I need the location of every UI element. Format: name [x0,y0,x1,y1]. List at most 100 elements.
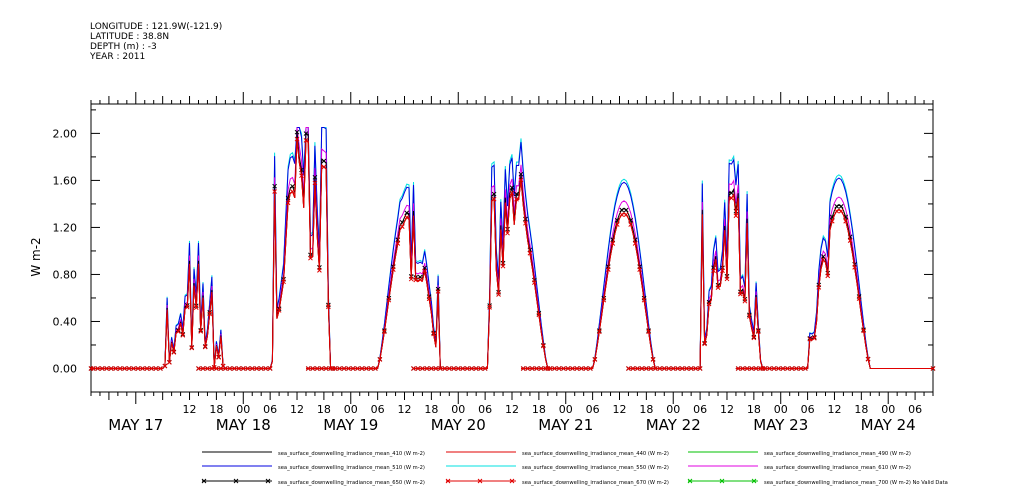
data-point-marker [435,289,441,294]
data-point-marker [527,250,533,256]
x-hour-label: 18 [639,403,653,416]
data-point-marker [382,329,387,335]
data-point-marker [209,366,215,371]
data-point-marker [122,366,127,371]
legend-entry: sea_surface_downwelling_irradiance_mean_… [446,465,669,471]
x-day-label: MAY 17 [108,416,163,434]
data-point-marker [258,366,264,371]
data-point-marker [431,331,436,337]
legend: sea_surface_downwelling_irradiance_mean_… [201,451,948,486]
data-point-marker [117,366,123,371]
data-point-marker [328,366,333,371]
data-point-marker [702,341,707,347]
data-point-marker [337,366,342,371]
data-point-marker [749,366,754,371]
legend-marker [719,478,725,484]
data-point-marker [236,366,242,371]
data-point-marker [399,224,405,230]
data-point-marker [281,279,286,285]
data-point-marker [847,238,853,244]
data-point-marker [205,366,210,371]
x-axis: 12 18 00 06 12 18 00 06 12 18 00 06 12 18 00 06 12 18 00 06… [90,92,934,434]
data-point-marker [865,356,871,362]
data-point-marker [200,366,206,371]
data-point-marker [368,366,374,371]
data-point-marker [319,366,325,371]
data-point-marker [644,366,649,371]
x-hour-label: 06 [263,403,277,416]
data-point-marker [487,305,492,310]
data-point-marker [202,344,208,350]
latitude-text: LATITUDE : 38.8N [90,32,170,42]
data-point-marker [294,129,300,135]
data-point-marker [733,208,739,214]
data-point-marker [276,308,282,313]
data-point-marker [326,304,331,310]
data-point-marker [811,335,817,341]
y-tick-label: 0.00 [53,362,78,375]
y-tick-label: 1.60 [53,174,78,187]
data-point-marker [652,366,658,371]
x-hour-label: 18 [854,403,868,416]
data-point-marker [753,366,759,371]
data-point-marker [762,366,768,371]
data-point-marker [675,366,681,371]
data-point-marker [740,366,746,371]
data-point-marker [99,366,105,371]
x-hour-label: 18 [317,403,331,416]
data-point-marker [245,366,251,371]
data-point-marker [729,195,734,201]
data-point-marker [534,366,539,371]
data-point-marker [189,345,195,351]
data-point-marker [509,185,515,191]
data-point-marker [175,329,181,334]
data-point-marker [404,215,410,220]
x-hour-label: 00 [666,403,680,416]
data-point-marker [207,311,213,317]
data-point-marker [332,366,338,371]
data-point-marker [637,267,642,272]
legend-marker [509,478,515,484]
data-point-marker [574,366,580,371]
data-point-marker [518,177,524,183]
data-point-marker [601,297,607,303]
data-point-marker [798,366,804,371]
data-point-marker [95,366,101,371]
data-point-marker [267,366,273,371]
longitude-text: LONGITUDE : 121.9W(-121.9) [90,22,223,32]
data-point-marker [126,366,132,371]
data-point-marker [825,273,831,279]
data-point-marker [491,191,497,197]
x-day-label: MAY 18 [216,416,271,434]
series-line-4 [91,127,933,369]
data-point-marker [561,366,566,371]
data-point-marker [231,366,237,371]
data-point-marker [735,366,741,371]
data-point-marker [408,276,414,282]
data-point-marker [469,366,475,371]
data-point-marker [856,296,862,301]
data-point-marker [437,366,443,371]
data-point-marker [171,350,177,355]
data-point-marker [404,210,410,216]
data-point-marker [630,366,636,371]
x-day-label: MAY 19 [323,416,378,434]
data-point-marker [303,131,309,136]
x-hour-label: 00 [344,403,358,416]
x-hour-label: 12 [398,403,412,416]
legend-marker [233,478,239,484]
data-point-marker [482,366,488,371]
data-point-marker [518,171,524,177]
data-point-marker [131,366,136,371]
data-point-marker [706,301,712,307]
legend-label: sea_surface_downwelling_irradiance_mean_… [522,451,669,457]
legend-marker [265,478,271,484]
data-point-marker [684,366,690,371]
data-point-marker [422,268,428,274]
data-point-marker [767,366,772,371]
data-point-marker [263,366,269,371]
data-point-marker [415,366,421,371]
data-point-marker [794,366,799,371]
data-point-marker [547,366,553,371]
